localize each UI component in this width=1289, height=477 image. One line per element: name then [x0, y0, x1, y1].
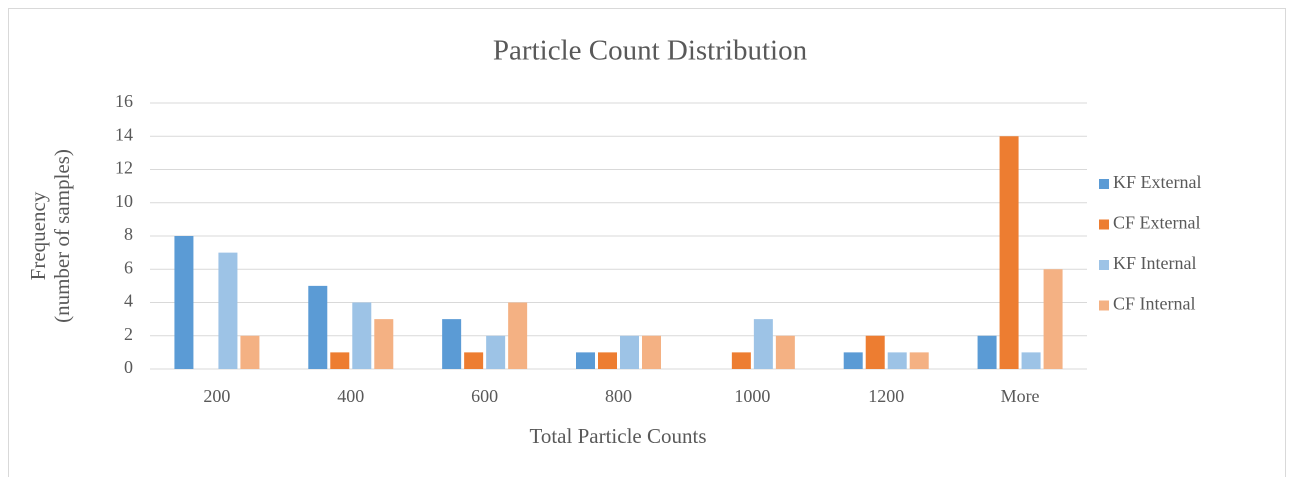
bar [731, 352, 751, 369]
y-tick-label: 6 [124, 257, 133, 277]
bar [218, 252, 238, 369]
y-tick-label: 4 [124, 291, 133, 311]
legend-swatch [1099, 219, 1109, 230]
x-tick-label: 400 [337, 386, 364, 406]
bar [1043, 269, 1063, 369]
y-tick-label: 12 [115, 158, 133, 178]
x-tick-label: 1000 [734, 386, 770, 406]
bar [642, 335, 661, 369]
x-axis-label: Total Particle Counts [529, 424, 706, 448]
bar [865, 335, 885, 369]
bar [620, 335, 639, 369]
bar [909, 352, 929, 369]
bar [308, 285, 328, 369]
bar [508, 302, 528, 369]
bar [330, 352, 350, 369]
bar [576, 352, 595, 369]
bar [775, 335, 795, 369]
legend-label: KF Internal [1113, 253, 1196, 273]
chart-title: Particle Count Distribution [493, 35, 808, 67]
bar [887, 352, 907, 369]
legend-label: CF Internal [1113, 294, 1196, 314]
y-tick-label: 10 [115, 191, 133, 211]
x-tick-label: More [1001, 386, 1040, 406]
x-tick-label: 600 [471, 386, 498, 406]
bar [977, 335, 997, 369]
legend-label: KF External [1113, 172, 1201, 192]
bar [174, 236, 194, 369]
bar [486, 335, 506, 369]
bar [442, 319, 462, 369]
legend-swatch [1099, 300, 1109, 311]
chart-frame [8, 8, 1286, 477]
y-tick-label: 14 [115, 124, 133, 144]
y-axis-label: Frequency (number of samples) [26, 149, 74, 323]
bar [352, 302, 372, 369]
y-tick-label: 2 [124, 324, 133, 344]
y-axis-label-line: Frequency [26, 191, 50, 280]
y-tick-label: 16 [115, 91, 133, 111]
y-tick-label: 0 [124, 357, 133, 377]
x-tick-label: 1200 [868, 386, 904, 406]
x-tick-label: 200 [203, 386, 230, 406]
bar [464, 352, 484, 369]
legend-swatch [1099, 260, 1109, 270]
bar [1021, 352, 1041, 369]
bar [374, 319, 394, 369]
x-tick-label: 800 [605, 386, 632, 406]
legend-swatch [1099, 179, 1109, 189]
bar [753, 319, 773, 369]
legend-label: CF External [1113, 213, 1201, 233]
y-axis-label-line: (number of samples) [50, 149, 74, 323]
y-tick-label: 8 [124, 224, 133, 244]
bar [843, 352, 863, 369]
bar [598, 352, 617, 369]
bar [240, 335, 260, 369]
bar [999, 136, 1019, 369]
